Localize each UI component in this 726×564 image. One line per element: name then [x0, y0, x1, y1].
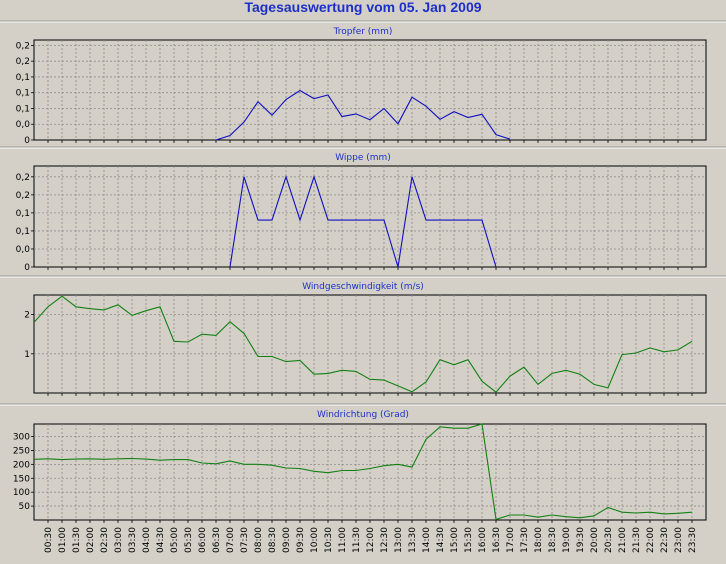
x-tick-label: 12:30 [380, 527, 390, 553]
y-tick-label: 0 [24, 263, 30, 273]
y-tick-label: 0 [24, 136, 30, 146]
x-tick-label: 02:30 [100, 527, 110, 553]
series-line [33, 423, 693, 521]
y-tick-label: 0,0 [16, 120, 31, 130]
x-tick-label: 11:30 [352, 527, 362, 553]
x-tick-label: 00:30 [44, 527, 54, 553]
y-tick-label: 0,1 [16, 73, 30, 83]
y-tick-label: 0,1 [16, 89, 30, 99]
y-tick-label: 0,2 [16, 57, 30, 67]
panel-title: Wippe (mm) [335, 153, 391, 163]
series-line [229, 175, 497, 268]
y-tick-label: 250 [13, 446, 30, 456]
x-tick-label: 07:30 [240, 527, 250, 553]
x-tick-label: 14:30 [436, 527, 446, 553]
x-tick-label: 01:30 [72, 527, 82, 553]
x-tick-label: 06:00 [198, 527, 208, 553]
x-tick-label: 02:00 [86, 527, 96, 553]
x-tick-label: 10:00 [310, 527, 320, 553]
x-tick-label: 19:30 [576, 527, 586, 553]
y-tick-label: 0,1 [16, 209, 30, 219]
x-tick-label: 11:00 [338, 527, 348, 553]
x-tick-label: 21:00 [618, 527, 628, 553]
series-line [215, 89, 511, 141]
x-tick-label: 04:00 [142, 527, 152, 553]
x-tick-label: 04:30 [156, 527, 166, 553]
y-tick-label: 150 [13, 474, 30, 484]
x-tick-label: 07:00 [226, 527, 236, 553]
x-tick-label: 22:00 [646, 527, 656, 553]
x-tick-label: 18:00 [534, 527, 544, 553]
x-tick-label: 23:30 [688, 527, 698, 553]
x-tick-label: 19:00 [562, 527, 572, 553]
x-tick-label: 06:30 [212, 527, 222, 553]
x-tick-label: 09:30 [296, 527, 306, 553]
x-tick-label: 10:30 [324, 527, 334, 553]
x-tick-label: 17:30 [520, 527, 530, 553]
y-tick-label: 50 [19, 502, 31, 512]
x-tick-label: 03:30 [128, 527, 138, 553]
x-tick-label: 15:00 [450, 527, 460, 553]
y-tick-label: 0,2 [16, 191, 30, 201]
x-tick-label: 13:00 [394, 527, 404, 553]
y-tick-label: 0,1 [16, 104, 30, 114]
x-tick-label: 12:00 [366, 527, 376, 553]
x-tick-label: 21:30 [632, 527, 642, 553]
x-tick-label: 15:30 [464, 527, 474, 553]
x-tick-label: 20:00 [590, 527, 600, 553]
x-tick-label: 13:30 [408, 527, 418, 553]
panel-2: Wippe (mm) 0 0,0 0,1 0,1 0,2 0,2 [0, 146, 726, 273]
x-tick-label: 18:30 [548, 527, 558, 553]
y-tick-label: 0,2 [16, 173, 30, 183]
panel-1: Tropfer (mm) 0 0,0 0,1 0,1 0,1 0,2 0,2 [0, 20, 726, 146]
y-tick-label: 0,2 [16, 41, 30, 51]
x-tick-label: 09:00 [282, 527, 292, 553]
x-tick-label: 08:30 [268, 527, 278, 553]
y-tick-label: 100 [13, 488, 30, 498]
panel-4: Windrichtung (Grad) 50 100 150 200 250 300 [0, 403, 726, 523]
panel-title: Windrichtung (Grad) [317, 410, 409, 420]
y-tick-label: 200 [13, 460, 30, 470]
x-tick-label: 03:00 [114, 527, 124, 553]
y-tick-label: 300 [13, 433, 30, 443]
series-line [33, 295, 693, 393]
x-tick-label: 08:00 [254, 527, 264, 553]
page-title: Tagesauswertung vom 05. Jan 2009 [244, 0, 482, 15]
x-tick-label: 20:30 [604, 527, 614, 553]
x-axis: 00:30 01:00 01:30 02:00 02:30 03:00 03:30 04:00… [44, 527, 698, 553]
panel-title: Tropfer (mm) [333, 27, 393, 37]
x-tick-label: 22:30 [660, 527, 670, 553]
y-tick-label: 1 [24, 350, 30, 360]
x-tick-label: 16:00 [478, 527, 488, 553]
x-tick-label: 01:00 [58, 527, 68, 553]
y-tick-label: 0,1 [16, 227, 30, 237]
panel-3: Windgeschwindigkeit (m/s) 1 2 [0, 275, 726, 396]
y-tick-label: 0,0 [16, 245, 31, 255]
x-tick-label: 05:00 [170, 527, 180, 553]
x-tick-label: 14:00 [422, 527, 432, 553]
x-tick-label: 17:00 [506, 527, 516, 553]
x-tick-label: 23:00 [674, 527, 684, 553]
x-tick-label: 05:30 [184, 527, 194, 553]
y-tick-label: 2 [24, 311, 30, 321]
x-tick-label: 16:30 [492, 527, 502, 553]
panel-title: Windgeschwindigkeit (m/s) [302, 282, 424, 292]
